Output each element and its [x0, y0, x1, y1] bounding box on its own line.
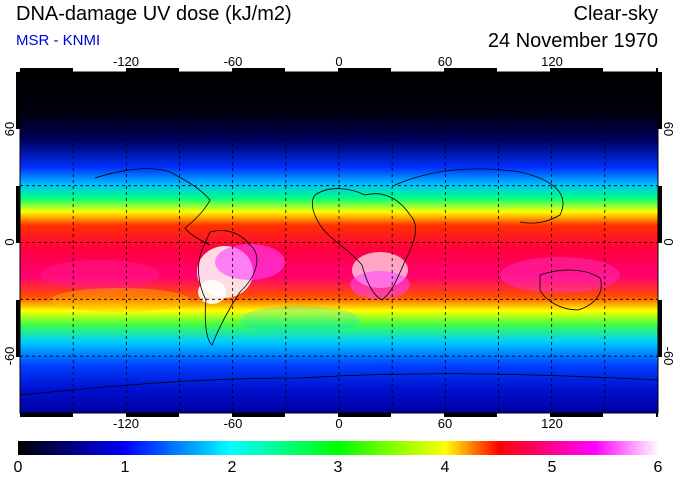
colorbar-tick-label: 1: [120, 459, 130, 476]
antarctica-coast: [20, 373, 658, 396]
lon-label: 60: [438, 416, 452, 431]
lat-label: -60: [2, 347, 17, 366]
lon-labels-bottom: -120 -60 0 60 120: [113, 416, 563, 431]
date-label: 24 November 1970: [487, 30, 658, 52]
graticule: [20, 72, 658, 413]
colorbar-tick-label: 3: [333, 459, 343, 476]
source-label: MSR - KNMI: [16, 32, 101, 49]
colorbar-tick-label: 5: [547, 459, 557, 476]
coastlines: [20, 168, 658, 396]
lon-label: -60: [224, 54, 243, 69]
north-america-coast: [94, 168, 211, 246]
lon-label: -60: [224, 416, 243, 431]
lon-label: -120: [113, 54, 139, 69]
lon-label: 0: [335, 54, 342, 69]
lat-label: 60: [661, 122, 676, 136]
lon-label: 120: [541, 416, 563, 431]
asia-coast: [394, 168, 564, 224]
colorbar-tick-label: 4: [440, 459, 450, 476]
lat-label: -60: [661, 347, 676, 366]
lon-label: 60: [438, 54, 452, 69]
map-title: DNA-damage UV dose (kJ/m2): [16, 3, 292, 25]
lat-labels-right: 60 0 -60: [661, 122, 676, 366]
lat-label: 0: [661, 238, 676, 245]
lat-label: 60: [2, 122, 17, 136]
lon-label: 0: [335, 416, 342, 431]
lon-label: 120: [541, 54, 563, 69]
colorbar: [18, 441, 659, 455]
south-america-coast: [198, 230, 258, 346]
lat-label: 0: [2, 238, 17, 245]
lon-labels-top: -120 -60 0 60 120: [113, 54, 563, 69]
africa-coast: [311, 188, 417, 301]
colorbar-tick-label: 6: [653, 459, 663, 476]
sky-condition-label: Clear-sky: [573, 3, 658, 25]
colorbar-tick-label: 2: [227, 459, 237, 476]
lon-label: -120: [113, 416, 139, 431]
map-frame: [16, 68, 662, 417]
colorbar-tick-label: 0: [13, 459, 23, 476]
australia-coast: [539, 269, 602, 311]
lat-labels-left: 60 0 -60: [2, 122, 17, 366]
